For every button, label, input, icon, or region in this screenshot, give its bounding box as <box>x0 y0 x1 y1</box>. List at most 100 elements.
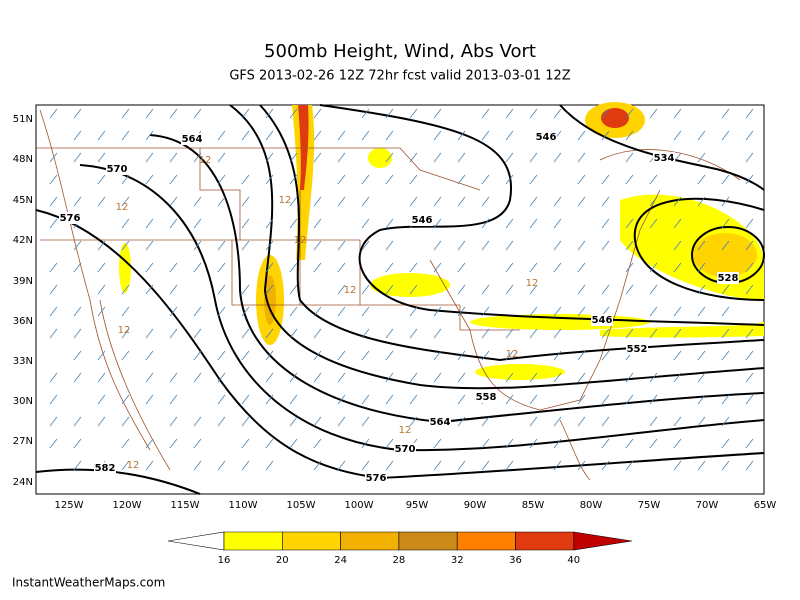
wind-barb <box>745 394 754 405</box>
wind-barb <box>481 416 490 427</box>
wind-barb <box>121 196 130 207</box>
wind-barb <box>697 306 706 317</box>
wind-barb <box>529 284 538 295</box>
height-label: 546 <box>592 315 613 326</box>
height-label: 534 <box>654 153 675 164</box>
wind-barb <box>745 284 754 295</box>
lat-label: 51N <box>13 114 33 125</box>
lat-label: 33N <box>13 356 33 367</box>
wind-barb <box>553 196 562 207</box>
vort-label: 12 <box>116 202 129 213</box>
wind-barb <box>481 240 490 251</box>
wind-barb <box>361 394 370 405</box>
wind-barb <box>121 438 130 449</box>
wind-barb <box>265 372 274 383</box>
wind-barb <box>529 328 538 339</box>
wind-barb <box>73 350 82 361</box>
wind-barb <box>721 350 730 361</box>
wind-barb <box>121 328 130 339</box>
wind-barb <box>697 284 706 295</box>
wind-barb <box>457 262 466 273</box>
wind-barb <box>361 460 370 471</box>
wind-barb <box>145 438 154 449</box>
wind-barb <box>49 284 58 295</box>
wind-barb <box>529 218 538 229</box>
wind-barb <box>433 262 442 273</box>
wind-barb <box>97 262 106 273</box>
wind-barb <box>193 218 202 229</box>
wind-barb <box>337 152 346 163</box>
wind-barb <box>577 240 586 251</box>
wind-barb <box>553 372 562 383</box>
wind-barb <box>241 306 250 317</box>
wind-barb <box>241 438 250 449</box>
wind-barb <box>265 174 274 185</box>
wind-barb <box>97 372 106 383</box>
wind-barb <box>49 372 58 383</box>
wind-barb <box>49 262 58 273</box>
wind-barb <box>337 394 346 405</box>
wind-barb <box>433 240 442 251</box>
wind-barb <box>673 372 682 383</box>
wind-barb <box>673 328 682 339</box>
lon-label: 70W <box>696 500 719 511</box>
wind-barb <box>625 284 634 295</box>
wind-barb <box>481 130 490 141</box>
wind-barb <box>265 350 274 361</box>
wind-barb <box>97 196 106 207</box>
wind-barb <box>649 416 658 427</box>
wind-barb <box>145 394 154 405</box>
wind-barb <box>361 306 370 317</box>
wind-barb <box>409 152 418 163</box>
wind-barb <box>721 196 730 207</box>
wind-barb <box>553 438 562 449</box>
vort-label: 12 <box>399 425 412 436</box>
wind-barb <box>601 218 610 229</box>
wind-barb <box>169 306 178 317</box>
wind-barb <box>385 394 394 405</box>
wind-barb <box>385 372 394 383</box>
wind-barb <box>265 218 274 229</box>
wind-barb <box>313 130 322 141</box>
wind-barb <box>457 306 466 317</box>
wind-barb <box>289 218 298 229</box>
wind-barb <box>361 240 370 251</box>
wind-barb <box>649 174 658 185</box>
wind-barb <box>241 218 250 229</box>
wind-barb <box>625 108 634 119</box>
wind-barb <box>145 328 154 339</box>
wind-barb <box>97 350 106 361</box>
colorbar-segment <box>340 531 400 551</box>
wind-barb <box>73 416 82 427</box>
lat-label: 42N <box>13 235 33 246</box>
wind-barb <box>385 350 394 361</box>
wind-barb <box>505 218 514 229</box>
wind-barb <box>241 240 250 251</box>
lon-label: 115W <box>171 500 200 511</box>
wind-barb <box>49 328 58 339</box>
map: 51N 48N 45N 42N 39N 36N 33N 30N 27N 24N 125W 120W 11… <box>13 102 777 511</box>
colorbar: 16 20 24 28 32 36 40 <box>167 531 633 566</box>
wind-barb <box>217 284 226 295</box>
wind-barb <box>313 416 322 427</box>
wind-barb <box>673 196 682 207</box>
wind-barb <box>601 394 610 405</box>
wind-barb <box>625 130 634 141</box>
wind-barb <box>625 218 634 229</box>
wind-barb <box>457 416 466 427</box>
wind-barb <box>289 394 298 405</box>
wind-barb <box>241 130 250 141</box>
wind-barb <box>457 284 466 295</box>
wind-barb <box>121 306 130 317</box>
lat-label: 48N <box>13 154 33 165</box>
label-bg <box>365 472 387 484</box>
wind-barb <box>145 174 154 185</box>
lon-label: 65W <box>754 500 777 511</box>
wind-barb <box>697 416 706 427</box>
wind-barb <box>721 130 730 141</box>
wind-barb <box>553 262 562 273</box>
wind-barb <box>337 130 346 141</box>
wind-barb <box>673 438 682 449</box>
lon-label: 75W <box>638 500 661 511</box>
